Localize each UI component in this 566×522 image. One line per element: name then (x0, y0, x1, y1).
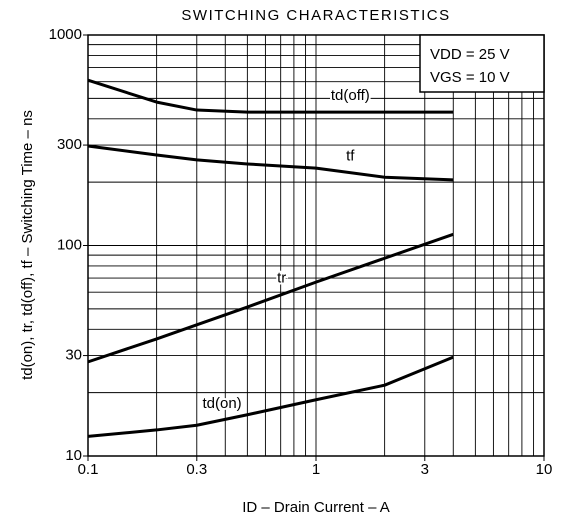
annotation-box (419, 34, 545, 93)
x-tick-label: 3 (421, 461, 429, 478)
series-label: tr (277, 270, 286, 287)
series-line (87, 78, 454, 114)
chart-title: SWITCHING CHARACTERISTICS (181, 7, 450, 24)
annotation: VGS = 10 V (430, 69, 510, 86)
y-tick-label: 300 (57, 136, 82, 153)
y-axis-label: td(on), tr, td(off), tf – Switching Time… (19, 110, 36, 380)
y-tick-label: 1000 (49, 26, 82, 43)
x-axis-label: ID – Drain Current – A (242, 499, 390, 516)
series-line (87, 232, 454, 364)
series-label: td(off) (331, 87, 370, 104)
series-label: tf (346, 148, 355, 165)
x-tick-label: 10 (536, 461, 553, 478)
y-tick-label: 30 (65, 347, 82, 364)
y-tick-label: 10 (65, 447, 82, 464)
series-label: td(on) (202, 395, 241, 412)
y-tick-label: 100 (57, 236, 82, 253)
annotation: VDD = 25 V (430, 46, 510, 63)
series-line (87, 144, 454, 182)
x-tick-label: 0.1 (78, 461, 99, 478)
x-tick-label: 1 (312, 461, 320, 478)
series-line (87, 355, 454, 438)
x-tick-label: 0.3 (186, 461, 207, 478)
